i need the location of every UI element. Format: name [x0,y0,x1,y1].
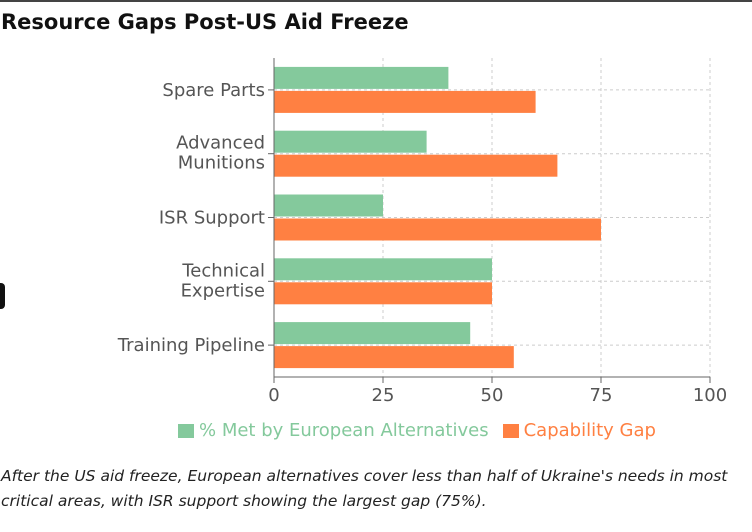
chart-title: Resource Gaps Post-US Aid Freeze [1,10,409,34]
x-tick-labels: 0 25 50 75 100 [268,385,727,406]
bar-gap[interactable] [274,154,558,177]
category-label: Expertise [181,280,265,301]
edge-tab[interactable] [0,283,5,309]
legend-swatch-european [178,423,194,438]
x-tick-label: 75 [590,385,613,406]
x-tick-label: 50 [481,385,504,406]
category-label: Munitions [178,153,265,174]
bar-european[interactable] [274,66,449,89]
chart-caption: After the US aid freeze, European altern… [1,467,728,510]
category-label: Advanced [176,133,265,154]
bar-european[interactable] [274,258,492,281]
bar-european[interactable] [274,130,427,153]
bar-gap[interactable] [274,90,536,113]
legend-item-european[interactable]: % Met by European Alternatives [178,420,489,441]
category-label: ISR Support [159,208,265,229]
top-rule [0,0,752,2]
legend-label-european: % Met by European Alternatives [199,420,489,441]
bar-european[interactable] [274,322,471,345]
category-label: Spare Parts [162,80,265,101]
category-label: Training Pipeline [117,335,265,356]
bar-gap[interactable] [274,218,601,241]
x-tick-label: 25 [372,385,395,406]
category-label: Technical [181,260,265,281]
axes [268,58,711,383]
legend-swatch-gap [502,423,519,438]
bar-european[interactable] [274,194,383,217]
legend-item-gap[interactable]: Capability Gap [502,420,656,441]
bars [274,66,601,369]
bar-gap[interactable] [274,346,514,369]
x-tick-label: 0 [268,385,279,406]
x-tick-label: 100 [693,385,727,406]
legend-label-gap: Capability Gap [523,420,656,441]
legend: % Met by European Alternatives Capabilit… [178,420,656,441]
bar-gap[interactable] [274,282,492,305]
